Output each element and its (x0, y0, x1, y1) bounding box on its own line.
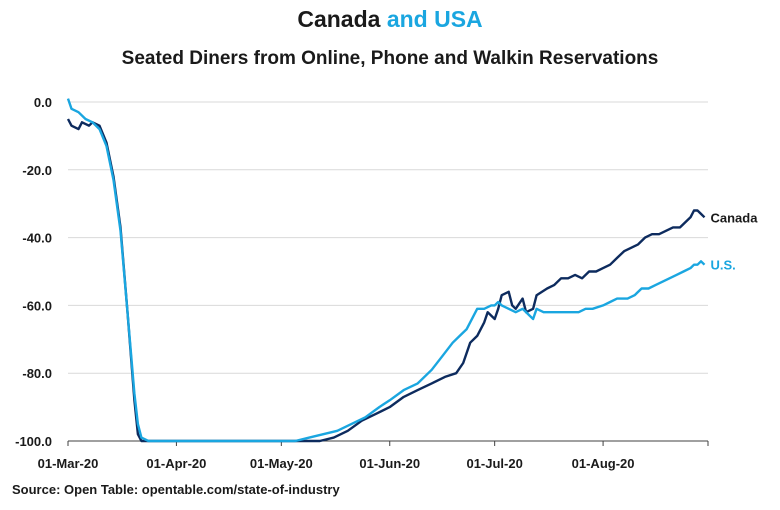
y-tick-label: 0.0 (34, 95, 52, 110)
x-tick-label: 01-Jul-20 (466, 456, 522, 471)
x-tick-labels: 01-Mar-20 01-Apr-20 01-May-20 01-Jun-20 01-J… (38, 456, 635, 471)
series-line-canada (66, 118, 706, 443)
grid-lines (68, 101, 708, 374)
x-tick-label: 01-Aug-20 (572, 456, 635, 471)
y-tick-label: -20.0 (22, 163, 52, 178)
chart-title-part1: Canada (297, 6, 381, 32)
x-tick-label: 01-May-20 (250, 456, 313, 471)
y-tick-labels: 0.0 -20.0 -40.0 -60.0 -80.0 -100.0 (15, 95, 52, 449)
x-tick-label: 01-Jun-20 (359, 456, 420, 471)
y-tick-label: -40.0 (22, 231, 52, 246)
chart-subtitle: Seated Diners from Online, Phone and Wal… (121, 48, 659, 69)
x-tick-label: 01-Mar-20 (38, 456, 99, 471)
series-line-us (66, 98, 706, 443)
chart-title-part2: and USA (386, 6, 483, 32)
series-lines (66, 98, 706, 443)
y-tick-label: -80.0 (22, 366, 52, 381)
y-tick-label: -100.0 (15, 434, 52, 449)
series-label: Canada (711, 210, 759, 225)
x-tick-label: 01-Apr-20 (146, 456, 206, 471)
series-labels: Canada U.S. (711, 210, 759, 272)
series-label: U.S. (711, 258, 736, 273)
chart-title: Canada and USA (0, 6, 780, 33)
source-note: Source: Open Table: opentable.com/state-… (12, 482, 340, 497)
y-tick-label: -60.0 (22, 298, 52, 313)
